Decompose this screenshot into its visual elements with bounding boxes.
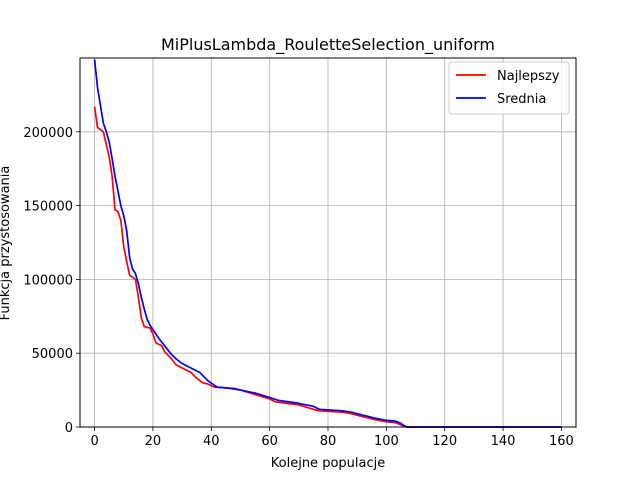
series-line-najlepszy [93,106,562,428]
x-tick-label: 20 [145,434,162,449]
legend-label-srednia: Srednia [497,92,546,107]
x-tick-label: 160 [549,434,574,449]
axis-ticks: 0 20 40 60 80 100 120 140 160 0 50000 100000 150000 2… [23,126,573,449]
legend-label-najlepszy: Najlepszy [497,69,560,84]
data-lines [93,59,562,428]
chart-title: MiPlusLambda_RouletteSelection_uniform [161,35,495,55]
y-tick-label: 150000 [23,200,73,215]
y-axis-label: Funkcja przystosowania [0,166,13,321]
x-tick-label: 140 [491,434,516,449]
x-tick-label: 40 [203,434,220,449]
x-tick-label: 80 [320,434,337,449]
x-axis-label: Kolejne populacje [271,456,385,471]
y-tick-label: 50000 [32,347,73,362]
x-tick-label: 60 [261,434,278,449]
y-tick-label: 100000 [23,273,73,288]
x-tick-label: 100 [374,434,399,449]
legend: Najlepszy Srednia [448,61,570,115]
x-tick-label: 0 [90,434,98,449]
series-line-srednia [93,59,562,428]
y-tick-label: 200000 [23,126,73,141]
y-tick-label: 0 [65,421,73,436]
x-tick-label: 120 [432,434,457,449]
